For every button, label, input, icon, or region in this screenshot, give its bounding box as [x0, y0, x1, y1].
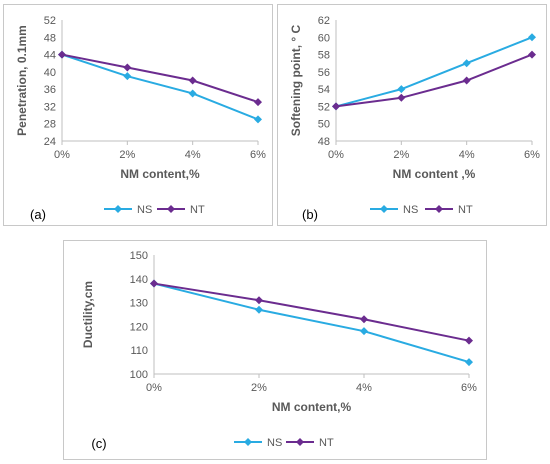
- data-point-nt: [332, 102, 340, 111]
- legend-label-nt: NT: [319, 437, 334, 449]
- legend-label-nt: NT: [190, 204, 205, 216]
- data-point-nt: [465, 336, 473, 345]
- legend-marker-nt: [435, 205, 443, 213]
- data-point-ns: [528, 33, 536, 42]
- x-axis-title: NM content ,%: [393, 167, 476, 181]
- y-tick-label: 36: [44, 84, 56, 96]
- y-tick-label: 24: [44, 136, 56, 148]
- y-tick-label: 150: [130, 250, 148, 262]
- x-tick-label: 4%: [185, 149, 201, 161]
- x-tick-label: 2%: [251, 382, 267, 394]
- chart-panel-a: 24 28 32 36 40 44 48 52 0% 2% 4% 6% NM content,% Pene…: [3, 4, 273, 226]
- y-tick-label: 28: [44, 119, 56, 131]
- data-point-ns: [465, 358, 473, 367]
- y-tick-label: 100: [130, 369, 148, 381]
- data-point-ns: [254, 115, 262, 124]
- x-axis-title: NM content,%: [272, 400, 352, 414]
- y-axis-title: Penetration, 0.1mm: [15, 25, 29, 136]
- y-tick-label: 54: [318, 84, 330, 96]
- y-tick-label: 60: [318, 32, 330, 44]
- panel-tag: (b): [302, 207, 318, 222]
- data-point-nt: [150, 279, 158, 288]
- data-point-nt: [188, 76, 197, 85]
- y-tick-label: 58: [318, 50, 330, 62]
- x-tick-label: 4%: [356, 382, 372, 394]
- panel-tag: (c): [91, 436, 106, 451]
- y-tick-label: 140: [130, 274, 148, 286]
- chart-c-svg: 100 110 120 130 140 150 0% 2% 4% 6% NM content,% Du…: [81, 250, 477, 451]
- y-tick-label: 48: [318, 136, 330, 148]
- panel-tag: (a): [30, 207, 46, 222]
- legend-marker-ns: [244, 438, 252, 446]
- chart-a-svg: 24 28 32 36 40 44 48 52 0% 2% 4% 6% NM content,% Pene…: [15, 15, 266, 222]
- x-axis-title: NM content,%: [120, 167, 200, 181]
- y-tick-label: 120: [130, 321, 148, 333]
- data-point-nt: [397, 93, 406, 102]
- data-point-nt: [254, 98, 262, 107]
- x-tick-label: 2%: [393, 149, 409, 161]
- data-point-nt: [462, 76, 471, 85]
- series-line-ns: [335, 36, 533, 108]
- chart-panel-c: 100 110 120 130 140 150 0% 2% 4% 6% NM content,% Du…: [63, 240, 487, 460]
- data-point-nt: [123, 63, 132, 72]
- y-tick-label: 50: [318, 119, 330, 131]
- legend-marker-nt: [296, 438, 304, 446]
- series-line-ns: [61, 53, 259, 121]
- x-tick-label: 6%: [250, 149, 266, 161]
- series-line-ns: [153, 282, 470, 364]
- chart-b-svg: 48 50 52 54 56 58 60 62 0% 2% 4% 6% NM content ,% Sof…: [289, 15, 540, 222]
- y-tick-label: 56: [318, 67, 330, 79]
- legend-label-ns: NS: [267, 437, 282, 449]
- data-point-ns: [397, 85, 406, 94]
- y-tick-label: 62: [318, 15, 330, 27]
- y-tick-label: 32: [44, 101, 56, 113]
- series-line-nt: [335, 53, 533, 108]
- y-axis-title: Softening point, ° C: [289, 24, 303, 136]
- x-tick-label: 6%: [461, 382, 477, 394]
- y-tick-label: 40: [44, 67, 56, 79]
- x-tick-label: 2%: [119, 149, 135, 161]
- x-tick-label: 4%: [459, 149, 475, 161]
- data-point-nt: [360, 315, 368, 324]
- legend-label-ns: NS: [137, 204, 152, 216]
- data-point-ns: [360, 327, 368, 336]
- data-point-ns: [462, 59, 471, 68]
- y-tick-label: 44: [44, 50, 56, 62]
- data-point-nt: [255, 296, 263, 305]
- y-axis-title: Ductility,cm: [81, 281, 95, 348]
- y-tick-label: 130: [130, 298, 148, 310]
- x-tick-label: 6%: [524, 149, 540, 161]
- legend-marker-ns: [114, 205, 122, 213]
- data-point-ns: [188, 89, 197, 98]
- data-point-ns: [123, 72, 132, 81]
- x-tick-label: 0%: [146, 382, 162, 394]
- y-tick-label: 110: [130, 345, 148, 357]
- data-point-ns: [255, 305, 263, 314]
- legend-label-nt: NT: [458, 204, 473, 216]
- legend-marker-ns: [380, 205, 388, 213]
- x-tick-label: 0%: [328, 149, 344, 161]
- data-point-nt: [528, 50, 536, 59]
- y-tick-label: 52: [318, 101, 330, 113]
- y-tick-label: 52: [44, 15, 56, 27]
- data-point-nt: [58, 50, 66, 59]
- y-tick-label: 48: [44, 32, 56, 44]
- legend-marker-nt: [167, 205, 175, 213]
- chart-panel-b: 48 50 52 54 56 58 60 62 0% 2% 4% 6% NM content ,% Sof…: [277, 4, 547, 226]
- legend-label-ns: NS: [403, 204, 418, 216]
- series-line-nt: [153, 282, 470, 342]
- x-tick-label: 0%: [54, 149, 70, 161]
- series-line-nt: [61, 53, 259, 104]
